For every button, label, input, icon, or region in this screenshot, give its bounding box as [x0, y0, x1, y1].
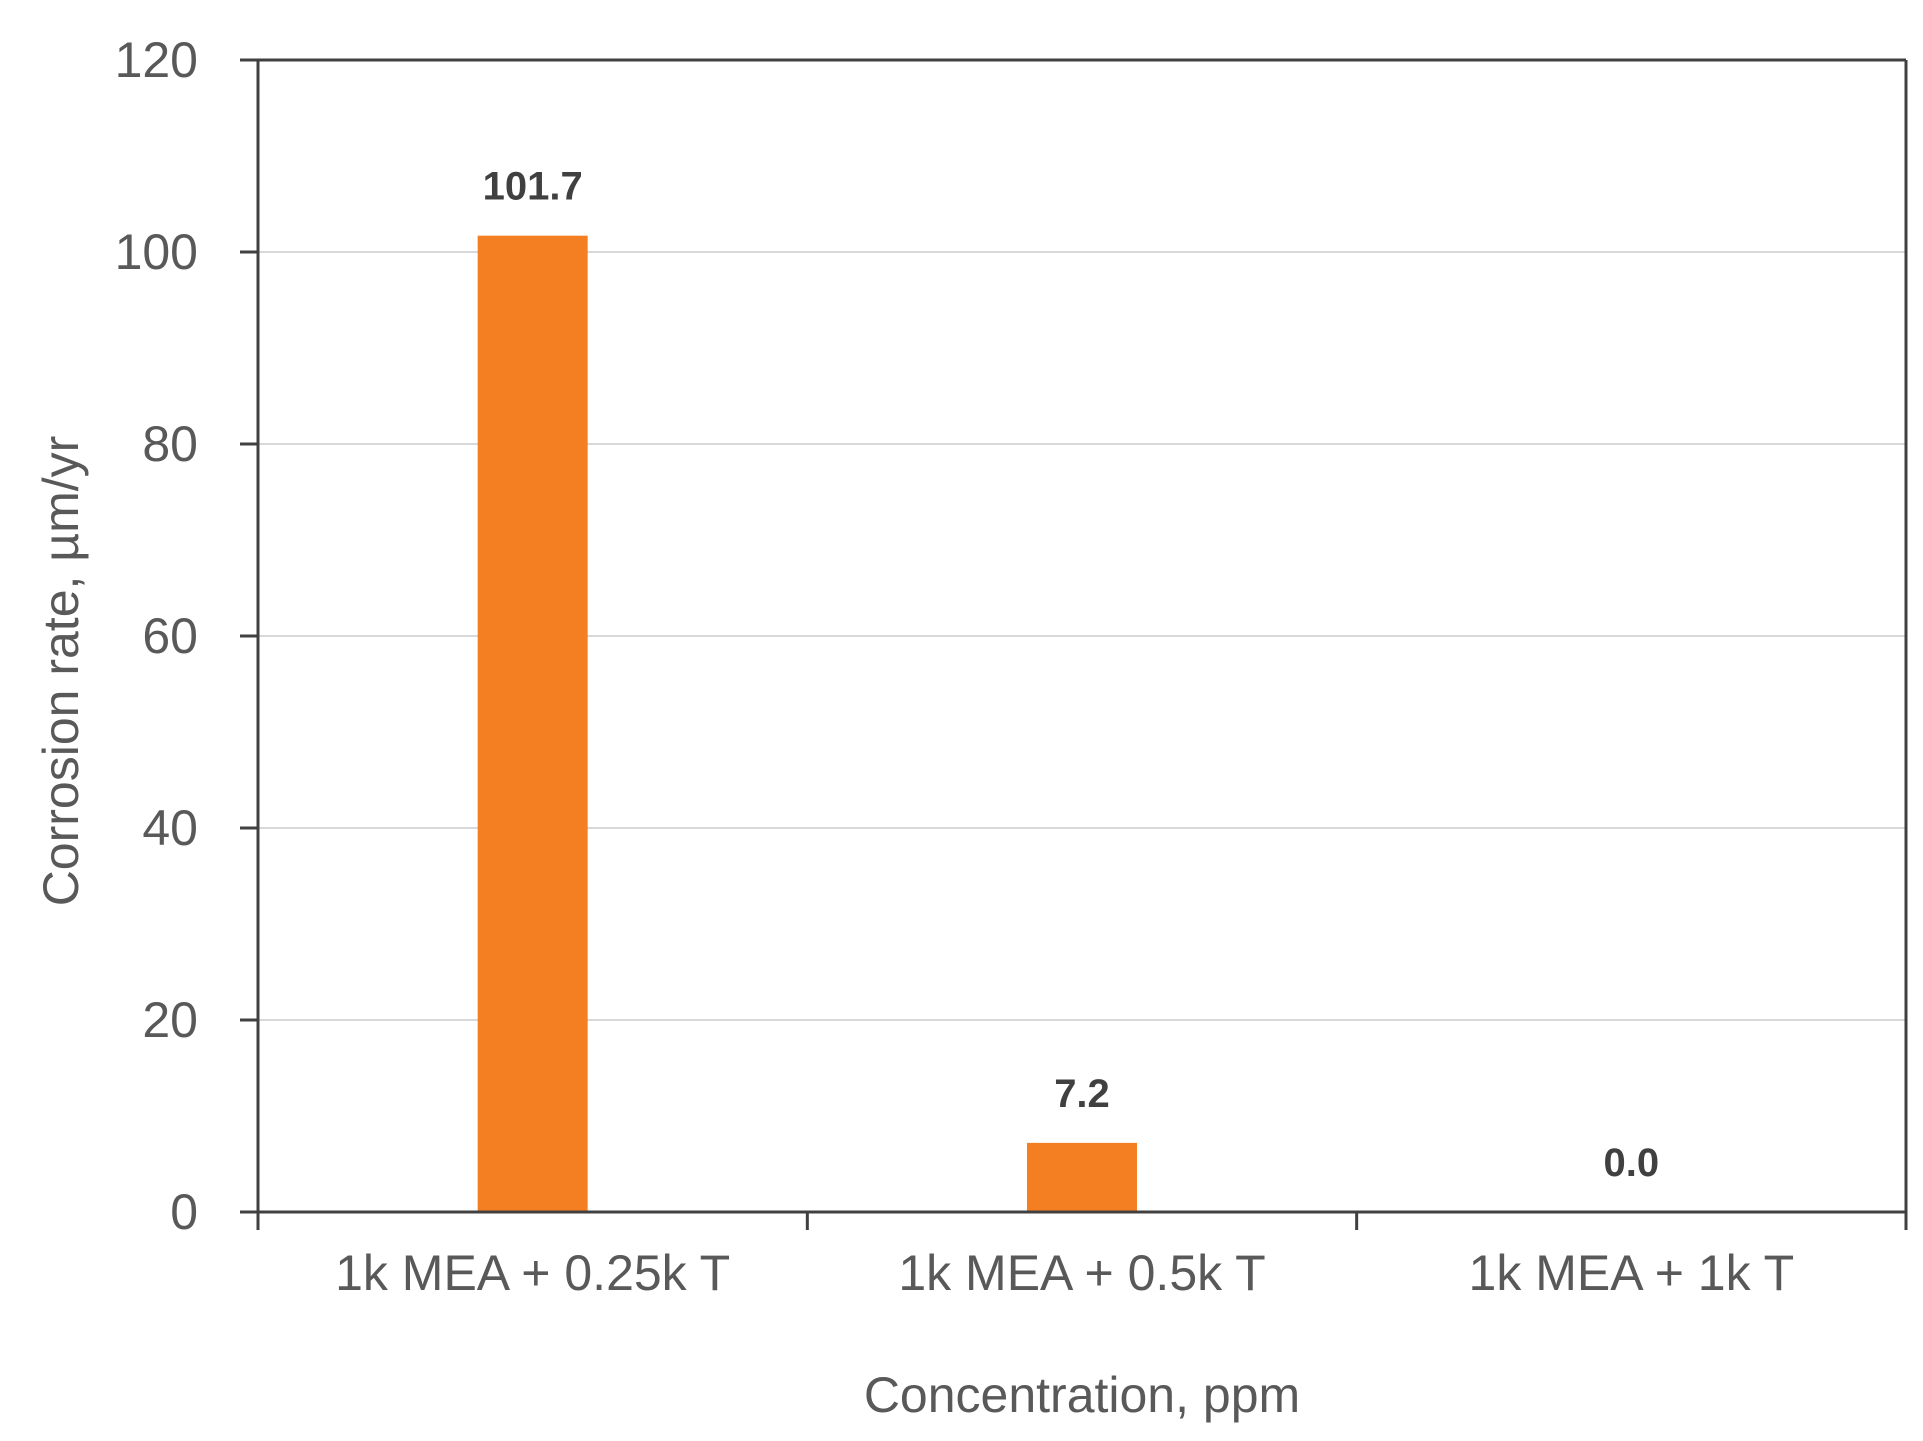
bar [1027, 1142, 1137, 1212]
y-tick-label: 100 [115, 224, 198, 280]
y-tick-label: 120 [115, 32, 198, 88]
bar [477, 235, 588, 1212]
y-tick-label: 20 [142, 992, 198, 1048]
y-tick-label: 40 [142, 800, 198, 856]
data-labels: 101.7 7.2 0.0 [483, 165, 1660, 1185]
x-tick-label: 1k MEA + 0.5k T [898, 1245, 1265, 1301]
x-tick-label: 1k MEA + 1k T [1469, 1245, 1795, 1301]
bar-value-label: 101.7 [483, 165, 583, 209]
bars [477, 235, 1137, 1212]
y-axis-title: Corrosion rate, µm/yr [33, 436, 89, 907]
y-tick-label: 0 [170, 1184, 198, 1240]
bar-value-label: 7.2 [1054, 1072, 1110, 1116]
y-tick-label: 80 [142, 416, 198, 472]
x-axis-title: Concentration, ppm [864, 1367, 1300, 1423]
bar-value-label: 0.0 [1604, 1141, 1660, 1185]
x-axis-ticks: 1k MEA + 0.25k T 1k MEA + 0.5k T 1k MEA + … [256, 1212, 1908, 1301]
y-axis-ticks: 0 20 40 60 80 100 120 [115, 32, 258, 1240]
y-tick-label: 60 [142, 608, 198, 664]
x-tick-label: 1k MEA + 0.25k T [335, 1245, 730, 1301]
